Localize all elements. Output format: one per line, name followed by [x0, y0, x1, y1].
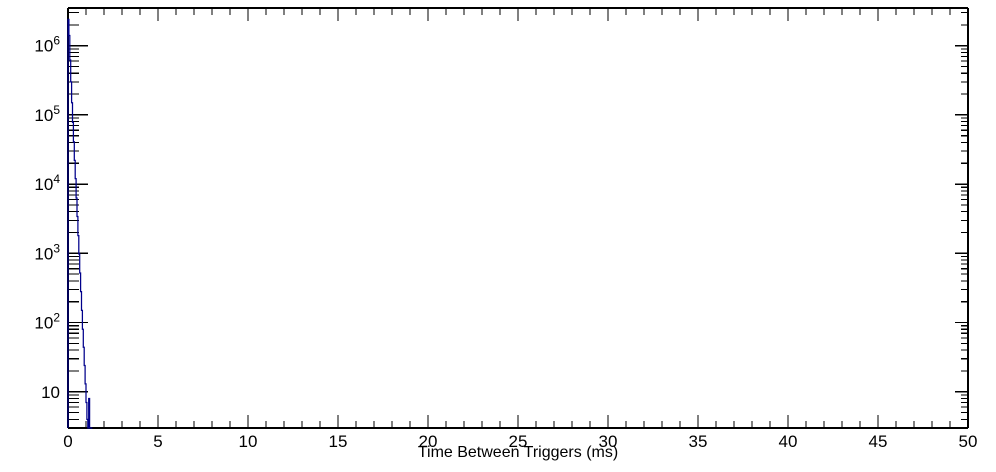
x-axis-tick-label: 30 [599, 432, 618, 451]
x-axis-tick-label: 50 [959, 432, 978, 451]
x-axis-tick-label: 10 [239, 432, 258, 451]
plot-frame [67, 7, 969, 429]
y-axis-tick-label: 102 [34, 311, 60, 333]
x-axis-tick-label: 0 [63, 432, 72, 451]
x-axis-tick-labels: 0 5 10 15 20 25 30 35 40 45 50 [63, 432, 977, 451]
y-axis-ticks [68, 12, 968, 429]
y-axis-tick-label: 105 [34, 103, 60, 125]
y-axis-tick-label: 10 [41, 383, 60, 402]
y-axis-tick-labels: 10 102 103 104 105 106 [34, 34, 60, 402]
x-axis-tick-label: 25 [509, 432, 528, 451]
histogram-step-line [67, 18, 93, 429]
y-axis-tick-label: 103 [34, 241, 60, 263]
x-axis-tick-label: 20 [419, 432, 438, 451]
x-axis-title: Time Between Triggers (ms) [418, 444, 618, 461]
x-axis-tick-label: 45 [869, 432, 888, 451]
y-axis-tick-label: 104 [34, 172, 60, 194]
x-axis-tick-label: 35 [689, 432, 708, 451]
y-axis-tick-label: 106 [34, 34, 60, 56]
x-axis-tick-label: 40 [779, 432, 798, 451]
x-axis-ticks [67, 8, 969, 428]
x-axis-tick-label: 15 [329, 432, 348, 451]
x-axis-tick-label: 5 [153, 432, 162, 451]
